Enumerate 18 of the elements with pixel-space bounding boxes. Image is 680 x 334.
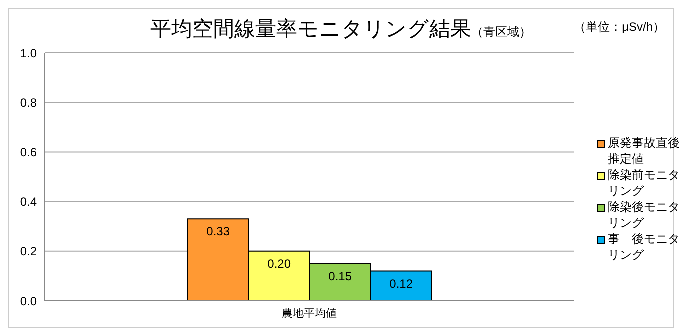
y-tick-label: 1.0 (20, 46, 38, 60)
text: （単位：μSv/h） (574, 19, 665, 36)
legend-label: 事 後モニタリング (608, 231, 680, 263)
y-tick-label: 0.4 (20, 195, 38, 210)
data-label: 0.12 (390, 276, 414, 291)
y-tick-label: 0.0 (20, 294, 38, 308)
x-tick-label: 農地平均値 (282, 306, 337, 320)
legend-label: 除染前モニタリング (608, 167, 680, 199)
legend-label: 原発事故直後推定値 (608, 135, 680, 167)
y-tick-label: 0.2 (20, 244, 38, 259)
y-tick-label: 0.8 (20, 96, 38, 110)
legend-label: 除染後モニタリング (608, 199, 680, 231)
data-label: 0.33 (206, 224, 230, 239)
y-tick-label: 0.6 (20, 145, 38, 160)
chart-title: 平均空間線量率モニタリング結果 (150, 18, 472, 41)
chart-subtitle: （青区域） (472, 25, 532, 39)
data-label: 0.15 (328, 269, 352, 284)
data-label: 0.20 (268, 256, 292, 271)
